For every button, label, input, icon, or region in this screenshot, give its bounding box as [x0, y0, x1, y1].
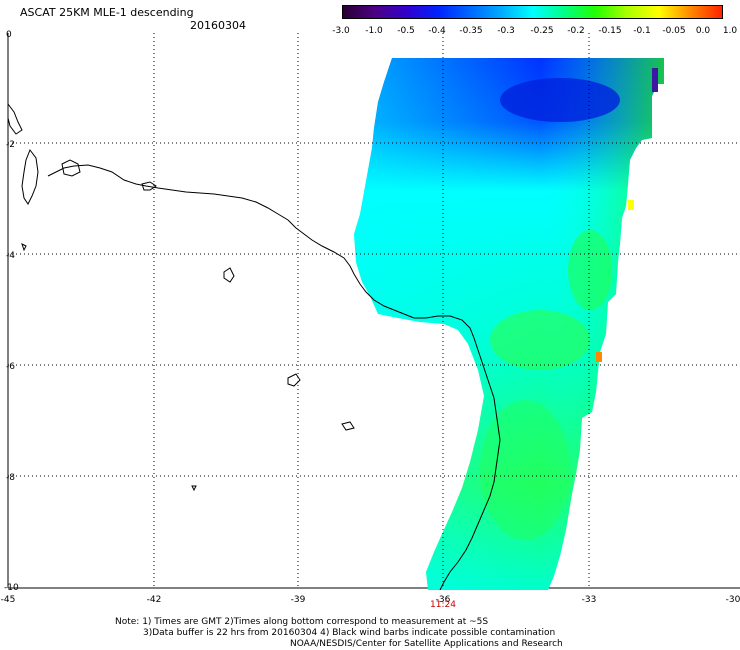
colorbar-label: 0.0: [695, 26, 711, 36]
colorbar-label: -0.35: [459, 26, 483, 36]
island-small: [61, 159, 81, 177]
x-tick-label: -39: [291, 595, 306, 605]
colorbar-label: -0.3: [497, 26, 515, 36]
footer-note-line1: Note: 1) Times are GMT 2)Times along bot…: [115, 617, 489, 627]
swath-low-value-region: [500, 78, 620, 122]
x-tick-label: -33: [582, 595, 597, 605]
colorbar-label: 1.0: [722, 26, 738, 36]
island-marajo: [21, 148, 39, 205]
y-tick-label: -4: [6, 251, 15, 261]
colorbar-label: -0.15: [598, 26, 622, 36]
swath-high-value-region: [490, 310, 590, 370]
grid: [8, 33, 740, 588]
colorbar-label: -0.1: [633, 26, 651, 36]
reservoir: [341, 421, 355, 431]
x-tick-label: -36: [436, 595, 451, 605]
colorbar-label: -0.25: [530, 26, 554, 36]
colorbar-label: -1.0: [365, 26, 383, 36]
colorbar-label: -3.0: [332, 26, 350, 36]
x-tick-label: -30: [726, 595, 740, 605]
reservoir: [191, 485, 197, 492]
island-small: [7, 103, 23, 135]
reservoir: [223, 267, 235, 283]
x-tick-label: -42: [147, 595, 162, 605]
y-tick-label: -6: [6, 362, 15, 372]
colorbar-label: -0.2: [567, 26, 585, 36]
colorbar-labels: -3.0 -1.0 -0.5 -0.4 -0.35 -0.3 -0.25 -0.…: [330, 26, 740, 38]
plot-title: ASCAT 25KM MLE-1 descending: [20, 6, 194, 19]
island-small: [141, 181, 157, 191]
swath-high-value-region: [568, 230, 612, 310]
pass-time-label: 11:24: [430, 600, 456, 610]
colorbar-label: -0.4: [428, 26, 446, 36]
colorbar: [342, 5, 723, 19]
footer-credit: NOAA/NESDIS/Center for Satellite Applica…: [290, 639, 563, 649]
swath-high-value-region: [480, 400, 570, 540]
y-tick-label: -10: [4, 583, 19, 593]
swath-outlier-pixel: [628, 200, 634, 210]
reservoir: [21, 243, 27, 252]
colorbar-label: -0.5: [397, 26, 415, 36]
y-tick-label: 0: [6, 30, 12, 40]
swath-outlier-pixel: [596, 352, 602, 362]
colorbar-label: -0.05: [662, 26, 686, 36]
y-tick-label: -8: [6, 473, 15, 483]
footer-note-line2: 3)Data buffer is 22 hrs from 20160304 4)…: [143, 628, 556, 638]
swath-edge-pixels: [652, 68, 658, 92]
reservoir: [287, 373, 301, 387]
x-tick-label: -45: [1, 595, 16, 605]
coastline: [47, 164, 501, 591]
y-tick-label: -2: [6, 140, 15, 150]
plot-date: 20160304: [190, 19, 246, 32]
